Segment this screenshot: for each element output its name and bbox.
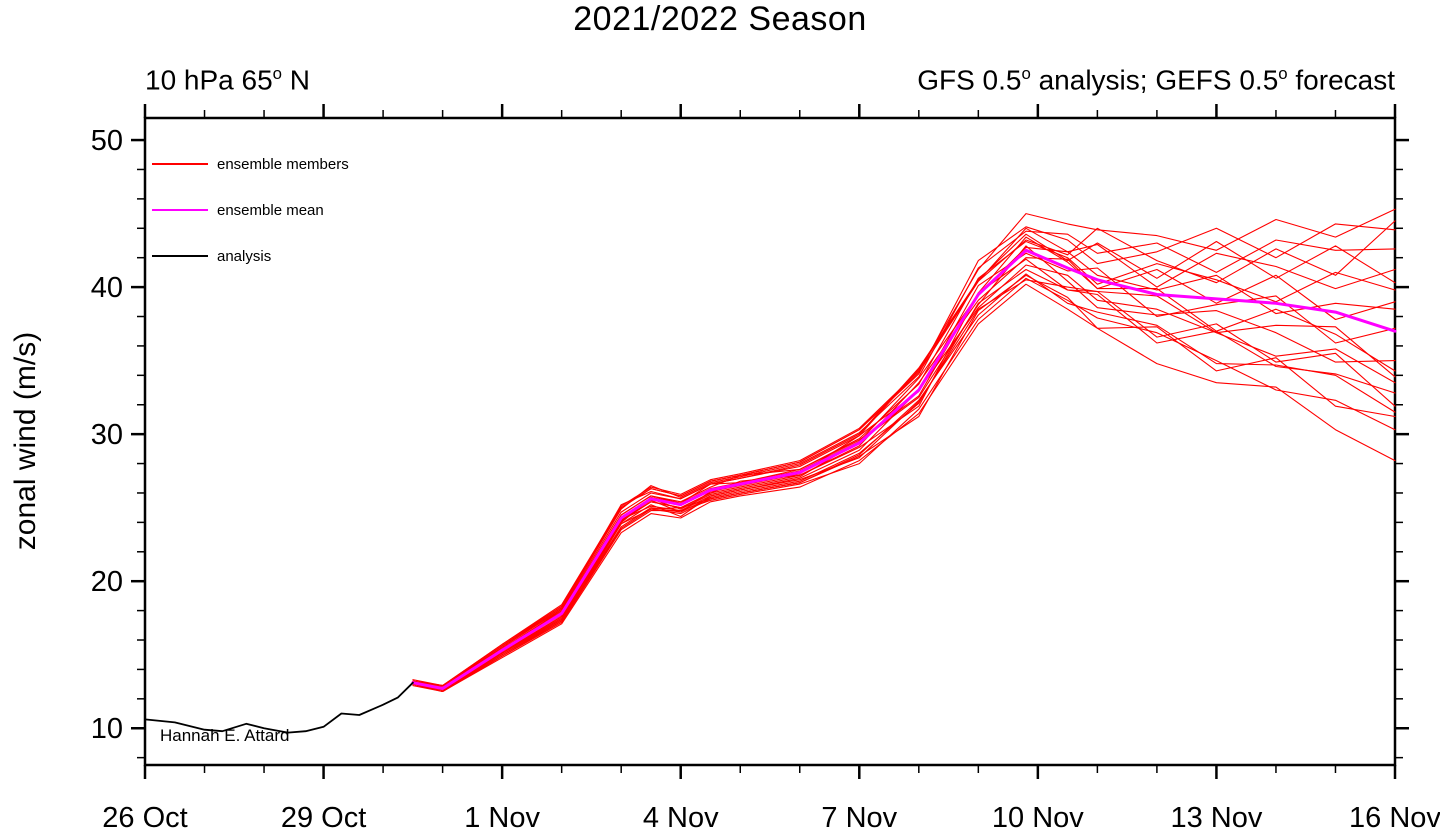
- y-tick-label: 10: [91, 713, 123, 745]
- degree-superscript: o: [1021, 64, 1031, 83]
- ensemble-member-line: [412, 277, 1396, 693]
- ensemble-member-line: [412, 283, 1396, 693]
- x-tick-label: 7 Nov: [821, 802, 897, 834]
- degree-superscript: o: [1278, 64, 1288, 83]
- x-tick-label: 10 Nov: [992, 802, 1084, 834]
- x-tick-label: 26 Oct: [102, 802, 187, 834]
- ensemble-mean-line-swatch: [152, 209, 208, 211]
- degree-superscript: o: [272, 64, 283, 83]
- subtitle-left: 10 hPa 65o N: [145, 64, 310, 96]
- legend-item-analysis: analysis: [152, 247, 349, 265]
- subtitle-text: N: [282, 64, 311, 96]
- ensemble-member-line: [412, 258, 1396, 691]
- x-tick-label: 1 Nov: [464, 802, 540, 834]
- legend: ensemble members ensemble mean analysis: [152, 156, 349, 294]
- analysis-line-swatch: [152, 255, 208, 257]
- ensemble-member-line: [412, 227, 1396, 688]
- subtitle-text: 10 hPa 65: [145, 64, 273, 96]
- legend-item-ensemble-members: ensemble members: [152, 155, 349, 173]
- x-tick-label: 16 Nov: [1349, 802, 1440, 834]
- subtitle-right: GFS 0.5o analysis; GEFS 0.5o forecast: [917, 64, 1395, 96]
- subtitle-text: analysis; GEFS 0.5: [1030, 64, 1279, 96]
- y-tick-label: 30: [91, 419, 123, 451]
- subtitle-text: forecast: [1287, 64, 1395, 96]
- ensemble-mean-line: [411, 248, 1397, 690]
- x-tick-label: 13 Nov: [1170, 802, 1262, 834]
- ensemble-member-line: [412, 273, 1396, 693]
- ensemble-members-line-swatch: [152, 163, 208, 165]
- plot-border: [143, 116, 1397, 767]
- legend-label: ensemble members: [217, 155, 349, 173]
- ensemble-member-line: [412, 208, 1396, 687]
- ensemble-member-line: [412, 268, 1396, 691]
- ensemble-member-line: [412, 279, 1396, 691]
- y-tick-label: 20: [91, 566, 123, 598]
- ensemble-member-line: [412, 230, 1396, 688]
- x-tick-label: 29 Oct: [281, 802, 366, 834]
- subtitle-text: GFS 0.5: [917, 64, 1022, 96]
- analysis-line: [144, 681, 414, 734]
- y-tick-label: 40: [91, 272, 123, 304]
- ensemble-member-line: [412, 274, 1396, 693]
- legend-label: ensemble mean: [217, 201, 324, 219]
- credit-text: Hannah E. Attard: [160, 726, 290, 745]
- legend-item-ensemble-mean: ensemble mean: [152, 201, 349, 219]
- x-tick-label: 4 Nov: [643, 802, 719, 834]
- chart-title: 2021/2022 Season: [573, 0, 867, 38]
- y-tick-label: 50: [91, 125, 123, 157]
- legend-label: analysis: [217, 247, 272, 265]
- ensemble-member-line: [412, 220, 1396, 687]
